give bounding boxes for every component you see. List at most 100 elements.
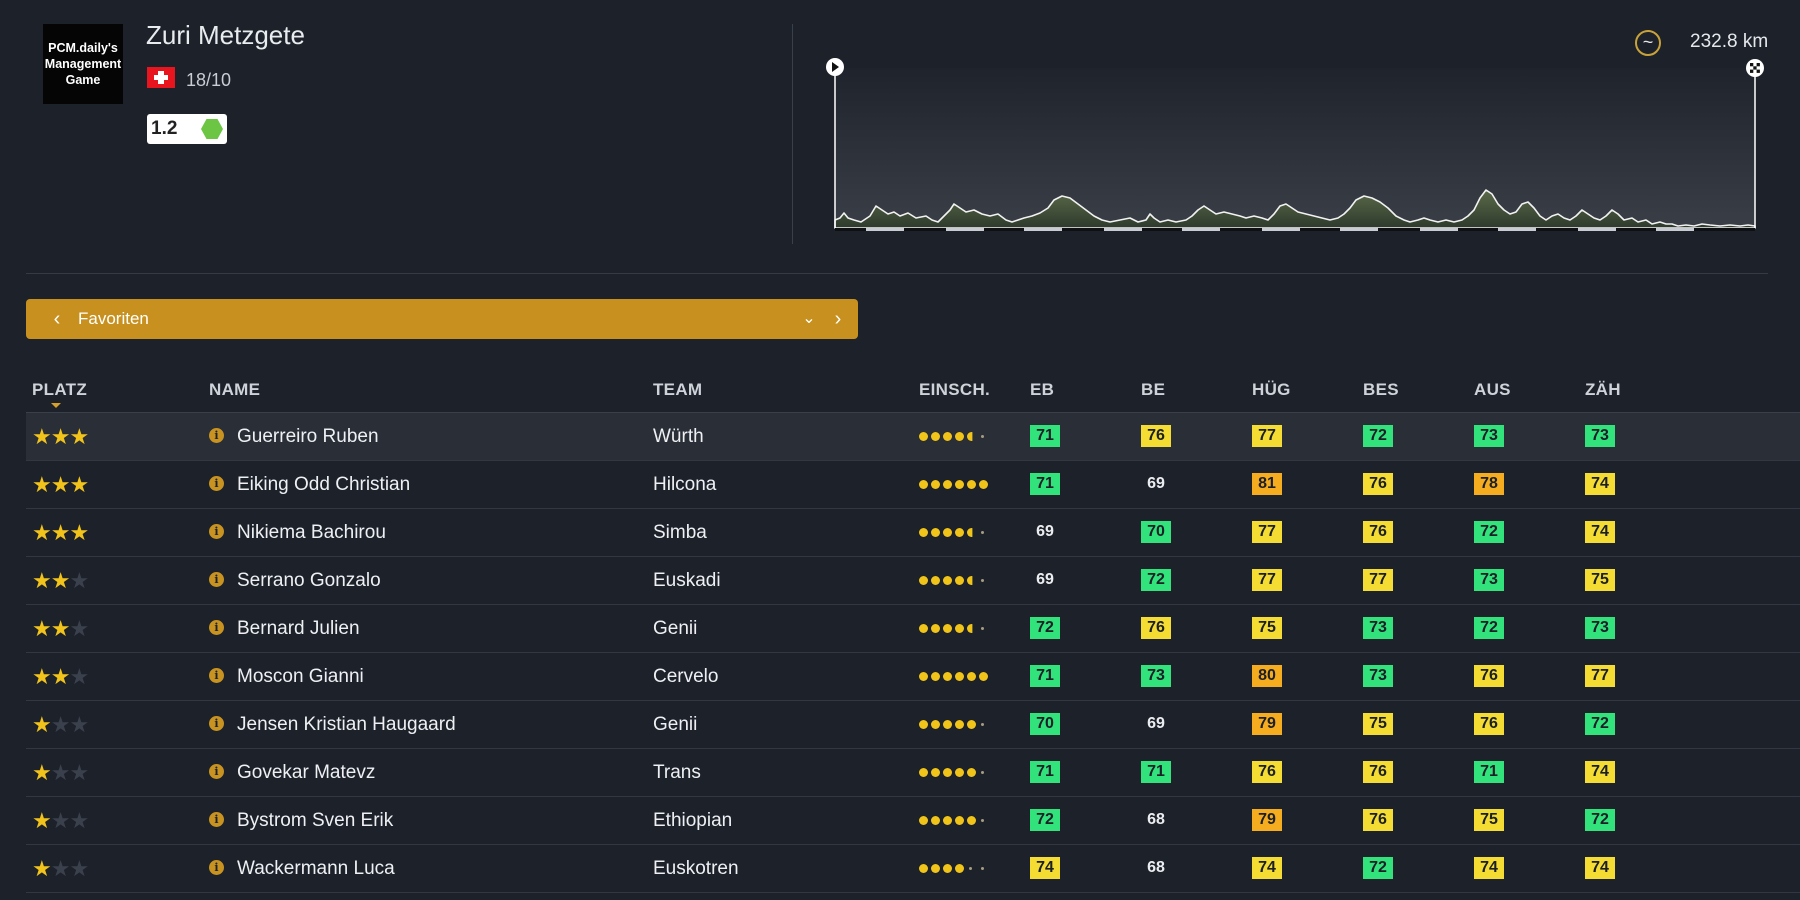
rider-team: Hilcona (653, 474, 717, 495)
rider-name[interactable]: Bystrom Sven Erik (237, 810, 394, 831)
stat-bes: 76 (1363, 809, 1393, 831)
favorite-stars: ★★★ (32, 424, 89, 450)
stat-eb: 71 (1030, 473, 1060, 495)
rider-name[interactable]: Bernard Julien (237, 618, 360, 639)
favorite-stars: ★★★ (32, 520, 89, 546)
rating-dot (955, 432, 964, 441)
rating-dots (919, 672, 999, 682)
star-filled-icon: ★ (69, 472, 89, 497)
stat-be: 76 (1141, 617, 1171, 639)
rating-dot (919, 768, 928, 777)
star-empty-icon: ★ (50, 856, 71, 881)
table-row[interactable]: ★★★ i Guerreiro Ruben Würth 71 76 77 72 73 73 (26, 413, 1800, 461)
info-icon[interactable]: i (209, 716, 224, 731)
info-icon[interactable]: i (209, 620, 224, 635)
table-row[interactable]: ★★★ i Wackermann Luca Euskotren 74 68 74 72 74 74 (26, 845, 1800, 893)
favorites-selector[interactable]: ‹ Favoriten ⌄ › (26, 299, 858, 339)
info-icon[interactable]: i (209, 524, 224, 539)
rating-dot (967, 816, 976, 825)
rating-dot (955, 864, 964, 873)
stat-eb: 71 (1030, 761, 1060, 783)
star-filled-icon: ★ (50, 472, 71, 497)
info-icon[interactable]: i (209, 860, 224, 875)
info-icon[interactable]: i (209, 572, 224, 587)
favorite-stars: ★★★ (32, 808, 89, 834)
col-zaeh[interactable]: ZÄH (1585, 380, 1621, 399)
star-empty-icon: ★ (69, 664, 89, 689)
rating-dot-half (967, 576, 973, 585)
col-aus[interactable]: AUS (1474, 380, 1511, 399)
favorite-stars: ★★★ (32, 856, 89, 882)
table-row[interactable]: ★★★ i Eiking Odd Christian Hilcona 71 69 81 76 7… (26, 461, 1800, 509)
info-icon[interactable]: i (209, 668, 224, 683)
rating-dot (979, 672, 988, 681)
stat-be: 76 (1141, 425, 1171, 447)
header-divider (792, 24, 793, 244)
race-distance: 232.8 km (1690, 31, 1769, 52)
info-icon[interactable]: i (209, 764, 224, 779)
category-hexagon-icon (201, 119, 223, 139)
table-row[interactable]: ★★★ i Govekar Matevz Trans 71 71 76 76 71 74 (26, 749, 1800, 797)
stat-aus: 76 (1474, 665, 1504, 687)
col-team[interactable]: TEAM (653, 380, 703, 399)
table-row[interactable]: ★★★ i Serrano Gonzalo Euskadi 69 72 77 77 73 75 (26, 557, 1800, 605)
rider-team: Würth (653, 426, 704, 447)
rating-dot (919, 720, 928, 729)
rider-name[interactable]: Moscon Gianni (237, 666, 364, 687)
star-filled-icon: ★ (50, 520, 71, 545)
stat-zaeh: 72 (1585, 713, 1615, 735)
chevron-right-icon[interactable]: › (834, 308, 842, 330)
rating-dot (931, 480, 940, 489)
col-name[interactable]: NAME (209, 380, 261, 399)
table-row[interactable]: ★★★ i Bernard Julien Genii 72 76 75 73 72 73 (26, 605, 1800, 653)
chevron-down-icon[interactable]: ⌄ (802, 310, 816, 327)
col-bes[interactable]: BES (1363, 380, 1399, 399)
rating-dot (943, 528, 952, 537)
rider-name[interactable]: Eiking Odd Christian (237, 474, 411, 495)
rating-dot (919, 624, 928, 633)
stat-hueg: 76 (1252, 761, 1282, 783)
col-be[interactable]: BE (1141, 380, 1166, 399)
star-filled-icon: ★ (50, 424, 71, 449)
rating-dot (931, 672, 940, 681)
rating-dots (919, 864, 999, 874)
stat-eb: 72 (1030, 809, 1060, 831)
table-row[interactable]: ★★★ i Nikiema Bachirou Simba 69 70 77 76 72 74 (26, 509, 1800, 557)
table-row[interactable]: ★★★ i Moscon Gianni Cervelo 71 73 80 73 76 77 (26, 653, 1800, 701)
rating-dot (943, 480, 952, 489)
stat-aus: 76 (1474, 713, 1504, 735)
rider-name[interactable]: Serrano Gonzalo (237, 570, 381, 591)
rating-dot (919, 864, 928, 873)
stage-profile-chart (826, 58, 1764, 231)
favorite-stars: ★★★ (32, 568, 89, 594)
info-icon[interactable]: i (209, 428, 224, 443)
table-row[interactable]: ★★★ i Bystrom Sven Erik Ethiopian 72 68 79 76 75… (26, 797, 1800, 845)
rating-dot (967, 672, 976, 681)
stat-be: 72 (1141, 569, 1171, 591)
stat-hueg: 75 (1252, 617, 1282, 639)
info-icon[interactable]: i (209, 812, 224, 827)
stat-zaeh: 74 (1585, 521, 1615, 543)
rating-dot (919, 432, 928, 441)
col-eb[interactable]: EB (1030, 380, 1055, 399)
rider-name[interactable]: Jensen Kristian Haugaard (237, 714, 456, 735)
chevron-left-icon[interactable]: ‹ (53, 308, 61, 330)
rider-name[interactable]: Nikiema Bachirou (237, 522, 386, 543)
info-icon[interactable]: i (209, 476, 224, 491)
profile-sky (835, 68, 1755, 228)
rider-name[interactable]: Guerreiro Ruben (237, 426, 379, 447)
rider-name[interactable]: Wackermann Luca (237, 858, 395, 879)
rating-dot (955, 480, 964, 489)
rider-name[interactable]: Govekar Matevz (237, 762, 376, 783)
col-platz[interactable]: PLATZ (32, 380, 88, 399)
col-rating[interactable]: EINSCH. (919, 380, 991, 399)
rating-dot (931, 528, 940, 537)
rating-dots (919, 624, 999, 634)
star-filled-icon: ★ (50, 616, 71, 641)
rating-dot (931, 432, 940, 441)
table-row[interactable]: ★★★ i Jensen Kristian Haugaard Genii 70 69 79 7… (26, 701, 1800, 749)
stat-be: 68 (1147, 811, 1165, 828)
col-hueg[interactable]: HÜG (1252, 380, 1291, 399)
rating-dot (919, 576, 928, 585)
star-empty-icon: ★ (50, 760, 71, 785)
